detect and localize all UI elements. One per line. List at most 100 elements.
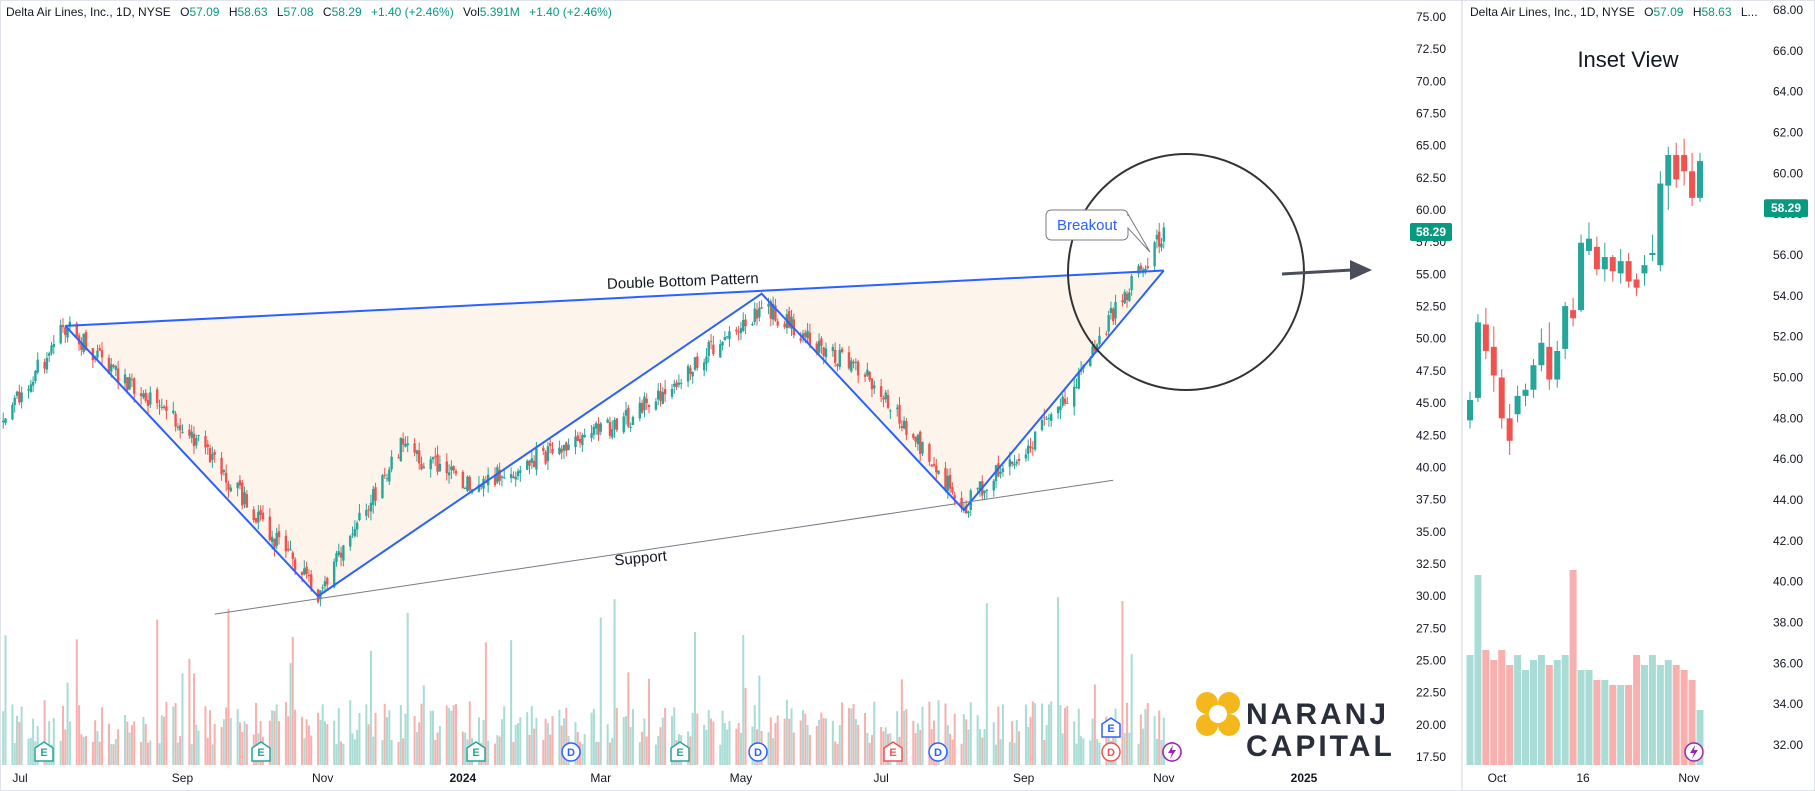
main-volume-bar: [149, 740, 152, 765]
main-y-tick: 47.50: [1416, 364, 1446, 378]
main-candle-body: [854, 361, 858, 363]
main-volume-bar: [386, 717, 389, 765]
main-candle-body: [663, 389, 667, 395]
main-candle-body: [654, 401, 658, 410]
main-volume-bar: [981, 737, 984, 765]
main-candle-body: [728, 331, 731, 340]
main-volume-bar: [75, 639, 78, 765]
main-candle-body: [18, 391, 21, 403]
main-candle-body: [178, 425, 182, 431]
event-marker-D[interactable]: D: [748, 742, 768, 762]
main-volume-bar: [914, 733, 917, 765]
main-volume-bar: [420, 703, 423, 765]
event-marker-E[interactable]: E: [251, 741, 271, 762]
main-candle-body: [500, 476, 504, 478]
main-y-tick: 32.50: [1416, 557, 1446, 571]
inset-title: Inset View: [1577, 47, 1678, 72]
main-candle-body: [287, 548, 290, 551]
main-candle-body: [696, 356, 699, 368]
main-x-tick: Nov: [1153, 771, 1174, 785]
main-candle-body: [342, 545, 345, 561]
main-volume-bar: [643, 718, 646, 765]
main-y-tick: 37.50: [1416, 493, 1446, 507]
main-candle-body: [739, 328, 743, 334]
main-volume-bar: [788, 718, 791, 765]
main-candle-body: [270, 536, 274, 543]
inset-candle-body: [1562, 306, 1569, 349]
main-candle-body: [206, 444, 209, 447]
main-candle-body: [1130, 276, 1133, 291]
event-marker-E[interactable]: E: [34, 741, 54, 762]
main-volume-bar: [197, 730, 200, 765]
main-volume-bar: [80, 734, 83, 765]
inset-volume-bar: [1545, 665, 1553, 765]
main-candle-body: [197, 435, 200, 437]
main-volume-bar: [397, 741, 400, 765]
main-candle-body: [31, 381, 35, 386]
main-candle-body: [919, 431, 922, 454]
event-marker-D[interactable]: D: [1101, 742, 1121, 762]
main-volume-bar: [691, 712, 694, 765]
main-candle-body: [544, 451, 547, 464]
main-volume-bar: [551, 716, 554, 765]
main-candle-body: [847, 352, 851, 369]
main-candle-body: [742, 320, 745, 331]
main-candle-body: [702, 362, 706, 371]
main-candle-body: [1146, 266, 1149, 269]
main-volume-bar: [383, 703, 386, 765]
main-volume-bar: [944, 703, 947, 765]
main-candle-body: [227, 483, 230, 490]
main-volume-bar: [13, 742, 16, 765]
main-volume-bar: [300, 717, 303, 765]
event-marker-E[interactable]: E: [466, 741, 486, 762]
event-marker-D[interactable]: D: [928, 742, 948, 762]
main-candle-body: [707, 341, 710, 356]
main-volume-bar: [402, 738, 405, 765]
main-candle-body: [514, 476, 517, 480]
main-candle-body: [935, 465, 938, 473]
main-volume-bar: [482, 719, 485, 765]
inset-event-markers: [1684, 742, 1704, 762]
main-volume-bar: [1029, 716, 1032, 765]
inset-candle-body: [1585, 238, 1592, 251]
inset-volume-bar: [1514, 655, 1522, 765]
main-volume-bar: [220, 727, 223, 765]
inset-volume-bar: [1688, 680, 1696, 765]
main-candle-body: [613, 419, 616, 430]
main-candle-body: [100, 350, 104, 358]
main-volume-bar: [130, 725, 133, 765]
pattern-zigzag-line: [64, 269, 1165, 598]
main-volume-bar: [562, 718, 565, 765]
main-candle-body: [381, 475, 384, 499]
event-marker-D[interactable]: D: [561, 742, 581, 762]
event-marker-E[interactable]: E: [883, 741, 903, 762]
main-candle-body: [1001, 468, 1005, 473]
inset-y-tick: 38.00: [1773, 616, 1803, 630]
support-label: Support: [614, 547, 669, 569]
inset-last-price: 58.29: [1771, 201, 1801, 215]
event-marker-E[interactable]: E: [670, 741, 690, 762]
main-volume-bar: [916, 723, 919, 765]
main-volume-bar: [78, 705, 81, 765]
event-marker-E[interactable]: E: [1101, 717, 1121, 738]
main-candle-body: [1077, 371, 1080, 389]
event-marker-letter: E: [257, 747, 264, 759]
inset-candle-body: [1530, 365, 1537, 390]
main-volume-bar: [268, 720, 271, 765]
inset-lightning-icon[interactable]: [1684, 742, 1704, 762]
main-candle-body: [675, 382, 678, 388]
inset-volume-bar: [1506, 665, 1514, 765]
main-volume-bar: [581, 743, 584, 765]
main-candle-body: [351, 533, 354, 535]
main-volume-bar: [1160, 739, 1163, 765]
main-volume-bar: [625, 716, 628, 765]
main-volume-bar: [606, 724, 609, 765]
inset-y-tick: 34.00: [1773, 697, 1803, 711]
main-volume-bar: [107, 723, 110, 765]
main-volume-bar: [287, 716, 290, 765]
main-candle-body: [576, 435, 579, 441]
main-candle-body: [337, 551, 340, 555]
main-volume-bar: [1155, 738, 1158, 765]
lightning-icon[interactable]: [1162, 742, 1182, 762]
main-candle-body: [498, 469, 501, 481]
